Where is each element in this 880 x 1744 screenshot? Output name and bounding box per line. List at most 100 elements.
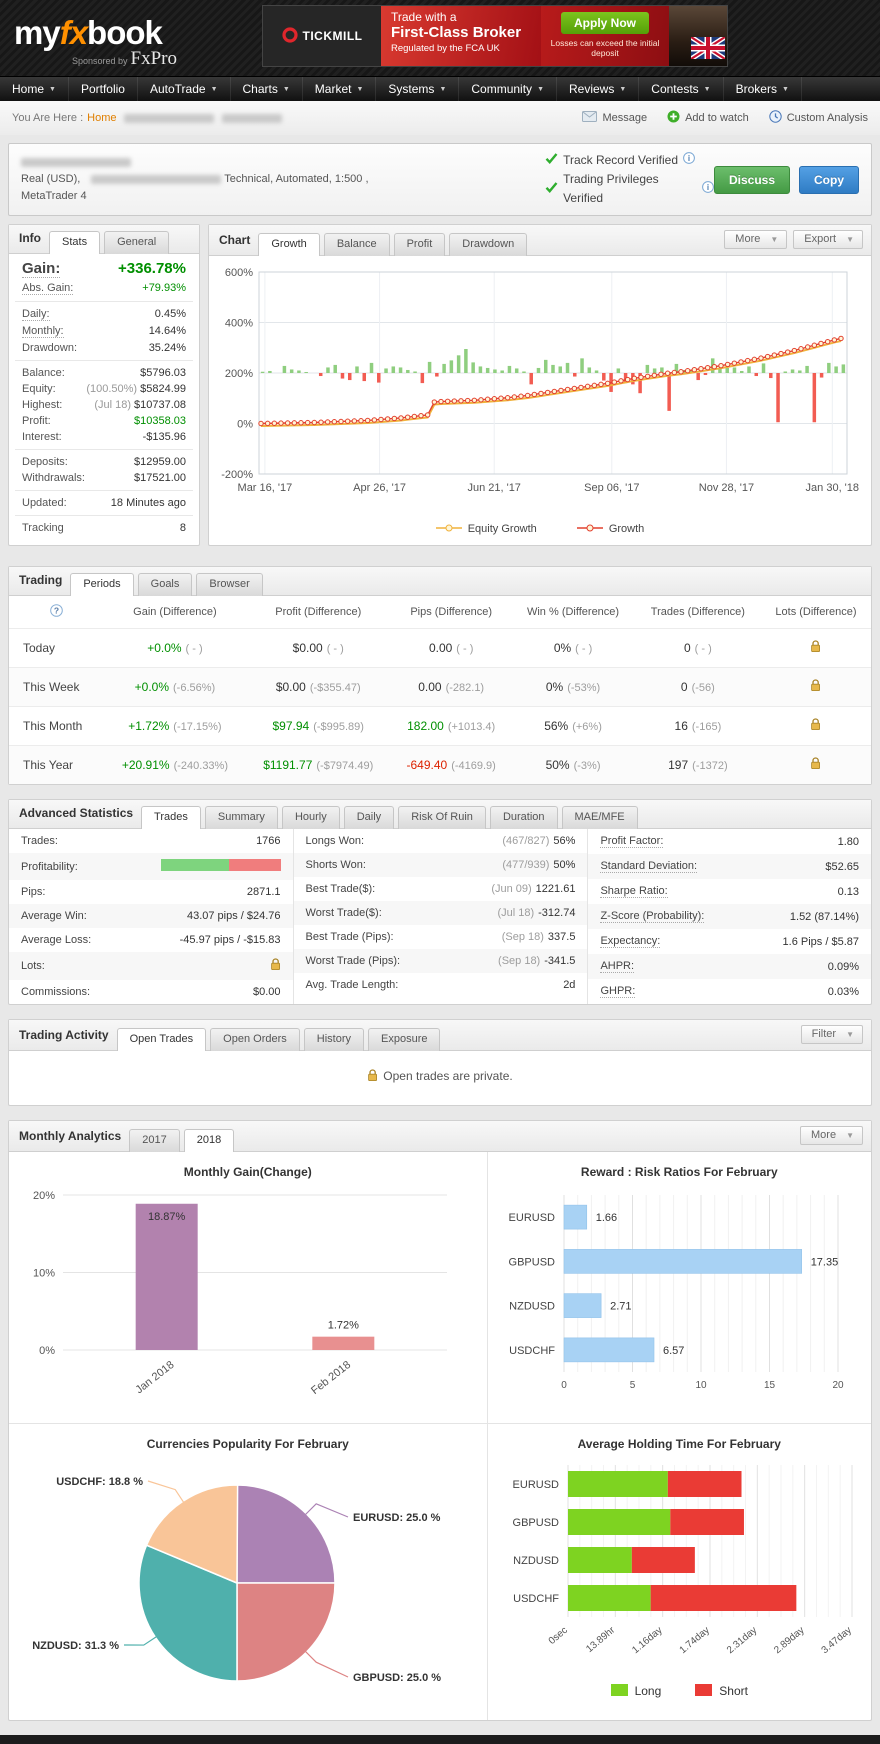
stat-label[interactable]: Standard Deviation:	[600, 860, 698, 873]
chevron-down-icon: ▼	[846, 1029, 854, 1039]
nav-item-brokers[interactable]: Brokers ▼	[724, 77, 802, 101]
trading-tab-periods[interactable]: Periods	[70, 573, 134, 596]
nav-item-systems[interactable]: Systems ▼	[376, 77, 460, 101]
advanced-tab-summary[interactable]: Summary	[204, 806, 278, 829]
info-stats: Gain: +336.78% Abs. Gain: +79.93% Daily: 0.45…	[9, 254, 199, 540]
lots-locked-cell	[760, 745, 871, 784]
account-bar: Real (USD), Technical, Automated, 1:500 …	[8, 143, 872, 216]
info-row-withdrawals: Withdrawals: $17521.00	[15, 470, 193, 486]
advanced-tab-risk-of-ruin[interactable]: Risk Of Ruin	[398, 806, 486, 829]
trading-tab-browser[interactable]: Browser	[196, 573, 263, 596]
nav-item-portfolio[interactable]: Portfolio	[69, 77, 138, 101]
ad-banner[interactable]: TICKMILL Trade with a First-Class Broker…	[262, 5, 728, 67]
advanced-statistics-panel: Advanced Statistics Trades Summary Hourly D…	[8, 799, 872, 1005]
nav-item-autotrade[interactable]: AutoTrade ▼	[138, 77, 231, 101]
activity-tab-open-trades[interactable]: Open Trades	[116, 1028, 207, 1051]
info-row-drawdown: Drawdown: 35.24%	[15, 340, 193, 356]
action-message[interactable]: Message	[582, 110, 647, 126]
stat-value: 2d	[563, 979, 576, 991]
chart-tab-growth[interactable]: Growth	[258, 233, 320, 256]
apply-now-button[interactable]: Apply Now	[561, 12, 649, 34]
site-footer	[0, 1735, 880, 1744]
stat-label[interactable]: Monthly:	[22, 325, 64, 338]
stat-row-commissions: Commissions: $0.00	[9, 980, 293, 1004]
advanced-tab-mae-mfe[interactable]: MAE/MFE	[561, 806, 638, 829]
export-dropdown[interactable]: Export ▼	[793, 230, 863, 249]
stat-label[interactable]: Abs. Gain:	[22, 282, 74, 295]
stat-label[interactable]: Daily:	[22, 308, 50, 321]
chevron-down-icon: ▼	[619, 85, 627, 93]
stat-label[interactable]: Profit Factor:	[600, 835, 664, 848]
chevron-down-icon: ▼	[49, 85, 56, 93]
legend-growth[interactable]: Growth	[576, 523, 644, 535]
svg-text:2.71: 2.71	[610, 1301, 631, 1313]
advanced-tab-daily[interactable]: Daily	[343, 806, 395, 829]
discuss-button[interactable]: Discuss	[713, 165, 790, 194]
chevron-down-icon: ▼	[210, 85, 218, 93]
stat-label[interactable]: GHPR:	[600, 985, 636, 998]
sponsored-by: Sponsored by FxPro	[72, 48, 177, 70]
info-icon[interactable]: i	[683, 151, 695, 170]
nav-item-market[interactable]: Market ▼	[303, 77, 377, 101]
action-custom-analysis[interactable]: Custom Analysis	[768, 110, 868, 126]
copy-button[interactable]: Copy	[799, 165, 859, 194]
info-tab-stats[interactable]: Stats	[49, 231, 101, 254]
holding-time-chart[interactable]: 0sec 13.89hr 1.16day 1.74day 2.31day 2.89day 3…	[490, 1455, 869, 1682]
stat-value: 1.80	[837, 835, 859, 848]
period-value-cell: 16 (-165)	[634, 706, 761, 746]
chart-tab-profit[interactable]: Profit	[393, 233, 446, 256]
svg-text:20%: 20%	[33, 1190, 55, 1202]
chart-tab-drawdown[interactable]: Drawdown	[449, 233, 528, 256]
legend-equity-growth[interactable]: Equity Growth	[435, 523, 537, 535]
table-row: This Month +1.72% (-17.15%) $97.94 (-$995.89…	[9, 706, 871, 746]
advanced-tab-hourly[interactable]: Hourly	[281, 806, 340, 829]
stat-label[interactable]: Expectancy:	[600, 935, 661, 948]
advanced-tab-trades[interactable]: Trades	[141, 806, 201, 829]
lots-locked-cell	[760, 706, 871, 746]
fxpro-logo[interactable]: FxPro	[130, 48, 178, 69]
nav-item-charts[interactable]: Charts ▼	[231, 77, 303, 101]
monthly-panel-title: Monthly Analytics	[19, 1129, 122, 1143]
nav-item-reviews[interactable]: Reviews ▼	[557, 77, 640, 101]
nav-item-home[interactable]: Home ▼	[0, 77, 69, 101]
monthly-tab-2017[interactable]: 2017	[129, 1129, 180, 1152]
breadcrumb-home-link[interactable]: Home	[87, 112, 117, 124]
trading-tab-goals[interactable]: Goals	[137, 573, 193, 596]
help-icon[interactable]: ?	[9, 596, 104, 629]
advanced-tab-duration[interactable]: Duration	[489, 806, 558, 829]
activity-tab-history[interactable]: History	[303, 1028, 364, 1051]
period-label: This Week	[9, 667, 105, 707]
stat-label[interactable]: Sharpe Ratio:	[600, 885, 668, 898]
nav-item-contests[interactable]: Contests ▼	[639, 77, 724, 101]
monthly-tab-2018[interactable]: 2018	[183, 1129, 235, 1152]
currencies-pie-chart[interactable]: EURUSD: 25.0 % GBPUSD: 25.0 % NZDUSD: 31.3…	[11, 1455, 485, 1710]
stat-row-ghpr: GHPR: 0.03%	[588, 979, 871, 1004]
track-record-verified-label: Track Record Verified	[563, 153, 679, 167]
growth-chart[interactable]: 600% 400% 200% 0% -200% Mar 16, '17 Apr 26, '1…	[213, 262, 867, 519]
activity-tab-exposure[interactable]: Exposure	[368, 1028, 441, 1051]
activity-tab-open-orders[interactable]: Open Orders	[210, 1028, 300, 1051]
info-icon[interactable]: i	[702, 180, 714, 199]
chart-tab-balance[interactable]: Balance	[323, 233, 390, 256]
legend-long[interactable]: Long	[610, 1684, 661, 1698]
filter-dropdown[interactable]: Filter ▼	[800, 1025, 863, 1044]
info-tab-general[interactable]: General	[104, 231, 170, 254]
svg-text:2.89day: 2.89day	[772, 1625, 806, 1656]
ad-line1: Trade with a	[391, 10, 457, 24]
nav-item-community[interactable]: Community ▼	[459, 77, 557, 101]
legend-short[interactable]: Short	[695, 1684, 748, 1698]
more-dropdown[interactable]: More ▼	[800, 1126, 863, 1145]
period-value-cell: 197 (-1372)	[634, 745, 761, 784]
stat-label: Balance:	[22, 367, 65, 379]
stat-label: Shorts Won:	[305, 859, 366, 871]
stat-label[interactable]: AHPR:	[600, 960, 635, 973]
svg-text:EURUSD: 25.0 %: EURUSD: 25.0 %	[353, 1512, 441, 1524]
monthly-gain-chart[interactable]: 0% 10% 20% 18.87% Jan 2018 1.72% Feb 2018	[11, 1183, 485, 1413]
reward-risk-chart[interactable]: 0 5 10 15 20 1.66 EURUSD 17.35 GBPUSD 2.71 NZDUSD 6…	[490, 1183, 869, 1413]
myfxbook-logo[interactable]: myfxbook Sponsored by FxPro	[14, 14, 177, 70]
stat-label[interactable]: Z-Score (Probability):	[600, 910, 705, 923]
action-add-to-watch[interactable]: Add to watch	[667, 110, 749, 126]
stat-label[interactable]: Gain:	[22, 260, 61, 278]
more-dropdown[interactable]: More ▼	[724, 230, 788, 249]
svg-text:20: 20	[832, 1380, 844, 1391]
